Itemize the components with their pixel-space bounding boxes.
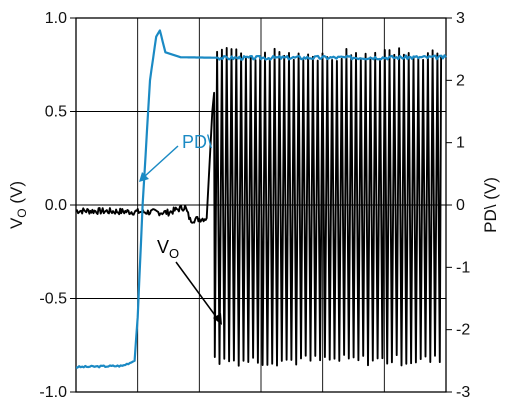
pd-series-line: [75, 29, 447, 369]
y-left-tick-label: 0.0: [45, 197, 67, 214]
vo-annotation-label-subscript: O: [169, 246, 179, 261]
y-left-axis-title-subscript: O: [15, 208, 29, 217]
vo-annotation-arrowhead: [213, 313, 222, 325]
y-left-tick-label: -1.0: [39, 384, 67, 401]
pd-annotation-label: PD\: [182, 132, 212, 152]
vo-annotation-label-main: V: [157, 237, 169, 257]
left-axis-ticks: 1.0 0.5 0.0 -0.5 -1.0: [39, 10, 76, 401]
y-right-axis-title: PD\ (V): [481, 177, 500, 233]
pd-annotation-arrowhead: [139, 172, 149, 182]
y-right-tick-label: -2: [456, 322, 470, 339]
y-left-axis-title-unit: (V): [7, 181, 26, 208]
vo-annotation-label: VO: [157, 237, 179, 261]
series-layer: [75, 29, 447, 369]
y-left-tick-label: 0.5: [45, 104, 67, 121]
y-right-tick-label: 1: [456, 135, 465, 152]
y-right-tick-label: 0: [456, 197, 465, 214]
y-right-tick-label: 2: [456, 72, 465, 89]
pd-annotation-arrow-line: [144, 145, 179, 177]
y-left-axis-title-main: V: [7, 217, 26, 229]
y-right-tick-label: 3: [456, 10, 465, 27]
y-left-tick-label: 1.0: [45, 10, 67, 27]
y-right-tick-label: -1: [456, 259, 470, 276]
vo-series-line: [75, 46, 443, 367]
y-left-axis-title: VO (V): [7, 181, 29, 229]
right-axis-ticks: 3 2 1 0 -1 -2 -3: [446, 10, 470, 401]
y-right-tick-label: -3: [456, 384, 470, 401]
vo-annotation-arrow-line: [175, 261, 218, 319]
vo-annotation: VO: [157, 237, 222, 325]
y-left-tick-label: -0.5: [39, 291, 67, 308]
pd-annotation: PD\: [139, 132, 212, 182]
